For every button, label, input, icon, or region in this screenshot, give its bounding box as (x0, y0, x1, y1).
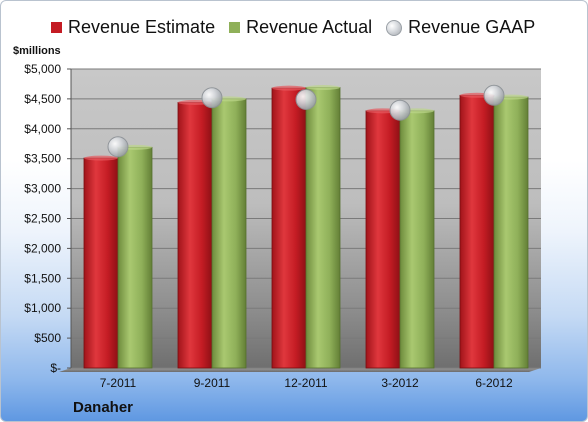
y-tick-label-5: $2,500 (24, 212, 61, 226)
x-tick-label-0: 7-2011 (100, 376, 137, 390)
x-tick-label-1: 9-2011 (194, 376, 231, 390)
bar-estimate-3 (365, 110, 401, 369)
plot-floor (59, 368, 541, 372)
bar-estimate-top-2 (272, 85, 306, 91)
x-tick-label-3: 3-2012 (381, 376, 419, 390)
company-label: Danaher (73, 399, 134, 416)
gaap-marker-1 (201, 87, 223, 109)
y-tick-label-4: $2,000 (24, 241, 61, 255)
y-tick-label-1: $500 (34, 331, 61, 345)
legend-label-actual: Revenue Actual (246, 17, 373, 37)
gaap-marker-4 (483, 84, 505, 106)
y-axis-unit-label: $millions (13, 45, 61, 57)
legend-swatch-gaap (386, 19, 403, 36)
bar-estimate-4 (459, 94, 495, 369)
gaap-marker-3 (389, 99, 411, 121)
bar-actual-top-2 (306, 85, 340, 91)
y-tick-label-3: $1,500 (24, 271, 61, 285)
y-tick-label-10: $5,000 (24, 62, 61, 76)
bar-estimate-1 (177, 102, 213, 369)
y-tick-label-8: $4,000 (24, 122, 61, 136)
bar-estimate-0 (83, 157, 119, 369)
legend-swatch-actual (229, 22, 241, 33)
gaap-marker-2 (295, 88, 317, 110)
y-tick-label-2: $1,000 (24, 301, 61, 315)
bar-estimate-2 (271, 87, 307, 369)
bar-actual-0 (117, 146, 153, 369)
y-tick-label-6: $3,000 (24, 182, 61, 196)
legend-item-actual: Revenue Actual (229, 17, 372, 38)
legend-swatch-estimate (51, 22, 62, 33)
x-tick-label-2: 12-2011 (284, 376, 327, 390)
bar-estimate-top-0 (84, 155, 118, 161)
gaap-marker-0 (107, 136, 129, 158)
y-tick-label-0: $- (50, 361, 61, 375)
legend-item-estimate: Revenue Estimate (51, 17, 215, 38)
y-tick-label-9: $4,500 (24, 92, 61, 106)
bar-actual-2 (305, 87, 341, 369)
legend-item-gaap: Revenue GAAP (386, 17, 535, 38)
bar-actual-4 (493, 96, 529, 369)
legend-label-gaap: Revenue GAAP (408, 17, 536, 37)
y-tick-label-7: $3,500 (24, 152, 61, 166)
legend: Revenue Estimate Revenue Actual Revenue … (51, 17, 535, 38)
bar-actual-3 (399, 110, 435, 369)
bar-actual-1 (211, 98, 247, 369)
legend-label-estimate: Revenue Estimate (68, 17, 216, 37)
x-tick-label-4: 6-2012 (475, 376, 513, 390)
